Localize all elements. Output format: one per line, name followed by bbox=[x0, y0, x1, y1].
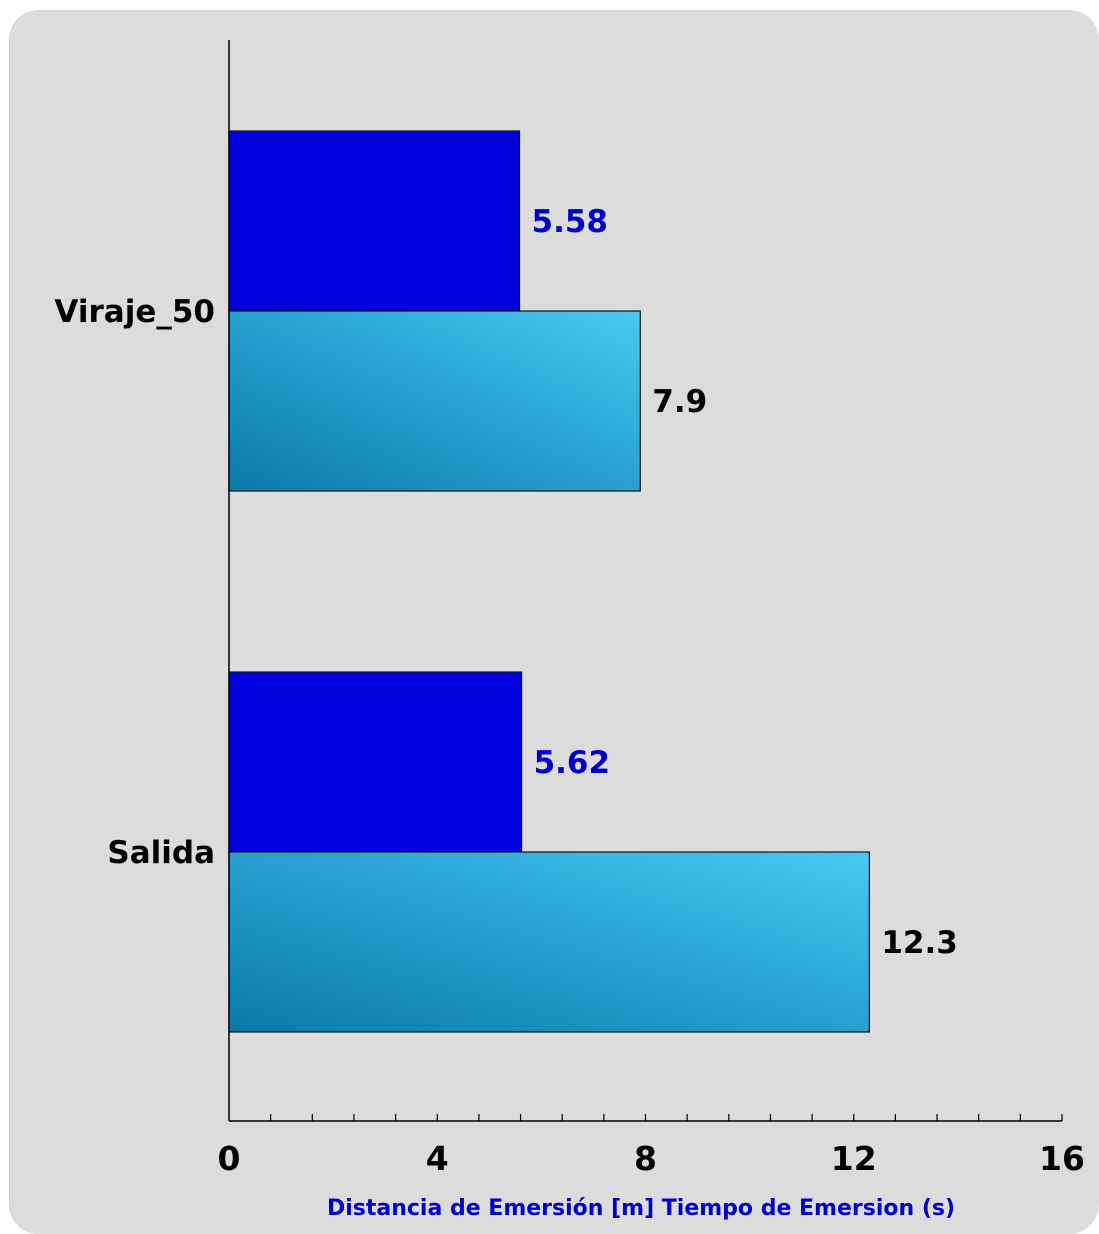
value-label-salida-series-1: 5.62 bbox=[534, 745, 611, 781]
category-label-viraje_50: Viraje_50 bbox=[54, 294, 215, 330]
x-axis-title: Distancia de Emersión [m] Tiempo de Emer… bbox=[327, 1196, 955, 1221]
x-tick-label: 4 bbox=[426, 1139, 449, 1178]
value-label-salida-series-2: 12.3 bbox=[881, 925, 958, 961]
x-tick-label: 12 bbox=[831, 1139, 877, 1178]
value-label-viraje_50-series-1: 5.58 bbox=[532, 204, 609, 240]
bar-viraje_50-series-2 bbox=[228, 310, 641, 492]
bar-viraje_50-series-1 bbox=[228, 130, 521, 312]
bars-layer bbox=[228, 130, 870, 1033]
bar-salida-series-2 bbox=[228, 851, 870, 1033]
value-label-viraje_50-series-2: 7.9 bbox=[652, 384, 707, 420]
bar-salida-series-1 bbox=[228, 671, 523, 853]
x-tick-label: 8 bbox=[634, 1139, 657, 1178]
axis-layer bbox=[228, 40, 1063, 1122]
x-tick-label: 0 bbox=[218, 1139, 241, 1178]
labels-layer: 5.58 7.9 Viraje_50 5.62 12.3 Salida 0 4 8 12 16 bbox=[54, 204, 1085, 1178]
category-label-salida: Salida bbox=[107, 835, 215, 871]
x-tick-label: 16 bbox=[1039, 1139, 1085, 1178]
